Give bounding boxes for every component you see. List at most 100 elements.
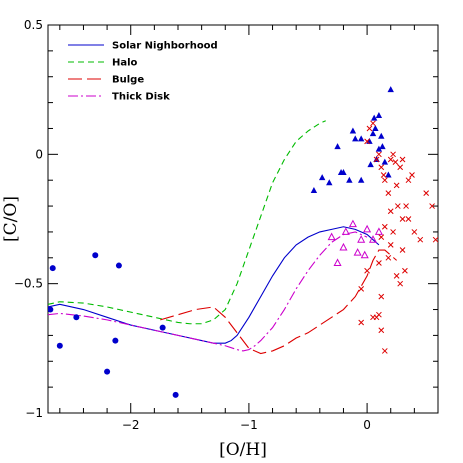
data-point-cross xyxy=(370,314,376,321)
legend-label: Solar Nighborhood xyxy=(112,41,218,52)
data-point-circle xyxy=(73,314,80,321)
data-point-cross xyxy=(381,223,388,230)
data-point-cross xyxy=(387,208,394,215)
data-point-cross xyxy=(417,236,424,243)
data-point-cross xyxy=(364,138,370,145)
data-point-cross xyxy=(358,285,365,292)
data-point-triangle xyxy=(385,171,392,178)
series-lines xyxy=(48,120,398,355)
data-point-cross xyxy=(394,203,401,209)
data-point-cross xyxy=(405,177,412,184)
data-point-cross xyxy=(432,236,438,243)
data-point-open-triangle xyxy=(374,227,383,235)
data-point-cross xyxy=(392,159,399,165)
data-point-triangle xyxy=(369,130,377,137)
data-point-open-triangle xyxy=(360,250,369,259)
data-point-circle xyxy=(49,265,56,272)
data-point-open-triangle xyxy=(363,224,372,233)
axis-tick-labels: −2 −1 0 −1 −0.5 0 0.5 xyxy=(14,18,371,432)
data-point-open-triangle xyxy=(353,248,362,256)
data-point-triangle xyxy=(357,135,365,142)
data-point-triangle xyxy=(387,86,394,93)
axis-ticks xyxy=(48,24,439,414)
data-point-circle xyxy=(159,324,166,331)
series-line-halo xyxy=(48,120,326,325)
data-point-cross xyxy=(358,319,365,326)
y-tick-label: 0.5 xyxy=(24,18,43,32)
legend: Solar Nighborhood Halo Bulge Thick Disk xyxy=(68,41,218,103)
data-point-cross xyxy=(381,177,388,184)
data-point-triangle xyxy=(375,145,383,152)
scatter-markers xyxy=(48,86,438,398)
data-point-cross xyxy=(429,203,435,209)
data-point-cross xyxy=(397,164,404,171)
data-point-cross xyxy=(393,182,400,189)
x-tick-label: −2 xyxy=(122,418,140,432)
data-point-cross xyxy=(399,156,406,163)
data-point-cross xyxy=(378,234,385,240)
data-point-triangle xyxy=(346,176,353,183)
data-point-cross xyxy=(376,151,382,158)
data-point-triangle xyxy=(379,143,386,150)
data-point-triangle xyxy=(375,112,383,119)
data-point-triangle xyxy=(372,124,379,131)
x-tick-label: −1 xyxy=(240,418,258,432)
data-point-triangle xyxy=(349,127,357,134)
data-point-cross xyxy=(387,242,394,248)
legend-label: Bulge xyxy=(112,75,144,86)
data-point-circle xyxy=(172,391,179,398)
data-point-triangle xyxy=(326,179,333,186)
data-point-cross xyxy=(405,216,412,222)
data-point-cross xyxy=(366,125,373,132)
series-line-solar-nighborhood xyxy=(48,226,380,344)
data-point-open-triangle xyxy=(327,232,336,241)
data-point-circle xyxy=(48,306,54,313)
plot-area xyxy=(47,24,439,414)
data-point-cross xyxy=(409,172,415,178)
data-point-open-triangle xyxy=(357,235,366,243)
series-line-thick-disk xyxy=(48,231,368,352)
data-point-open-triangle xyxy=(333,258,342,266)
legend-label: Thick Disk xyxy=(112,92,170,103)
data-point-circle xyxy=(92,252,99,259)
x-axis-title: [O/H] xyxy=(219,440,267,460)
data-point-cross xyxy=(370,120,376,127)
data-point-cross xyxy=(403,203,409,209)
data-point-cross xyxy=(399,216,406,222)
data-point-cross xyxy=(411,229,418,235)
data-point-cross xyxy=(376,260,382,266)
data-point-triangle xyxy=(378,132,385,139)
data-point-triangle xyxy=(352,135,359,142)
data-point-cross xyxy=(378,164,385,171)
data-point-circle xyxy=(115,262,122,269)
data-point-cross xyxy=(385,254,392,261)
data-point-triangle xyxy=(337,168,345,175)
data-point-triangle xyxy=(370,114,378,121)
data-point-open-triangle xyxy=(341,227,350,235)
data-point-cross xyxy=(385,190,392,196)
data-point-circle xyxy=(112,337,119,344)
data-point-cross xyxy=(390,229,396,235)
data-point-circle xyxy=(104,368,111,375)
data-point-triangle xyxy=(310,187,318,194)
data-point-triangle xyxy=(357,176,365,183)
data-point-cross xyxy=(402,267,408,274)
data-point-open-triangle xyxy=(348,219,357,228)
data-point-open-triangle xyxy=(368,235,378,243)
data-point-triangle xyxy=(381,158,389,165)
data-point-cross xyxy=(378,327,385,334)
data-point-cross xyxy=(393,273,400,279)
x-tick-label: 0 xyxy=(363,418,371,432)
y-tick-label: 0 xyxy=(35,147,43,161)
data-point-cross xyxy=(380,172,387,178)
y-axis-title: [C/O] xyxy=(1,196,21,242)
data-point-triangle xyxy=(367,161,374,168)
y-tick-label: −1 xyxy=(25,406,43,420)
data-point-cross xyxy=(399,247,406,253)
series-line-bulge xyxy=(160,249,398,355)
data-point-cross xyxy=(381,348,388,354)
data-point-cross xyxy=(387,156,394,163)
data-point-triangle xyxy=(318,174,326,181)
data-point-cross xyxy=(373,156,380,163)
